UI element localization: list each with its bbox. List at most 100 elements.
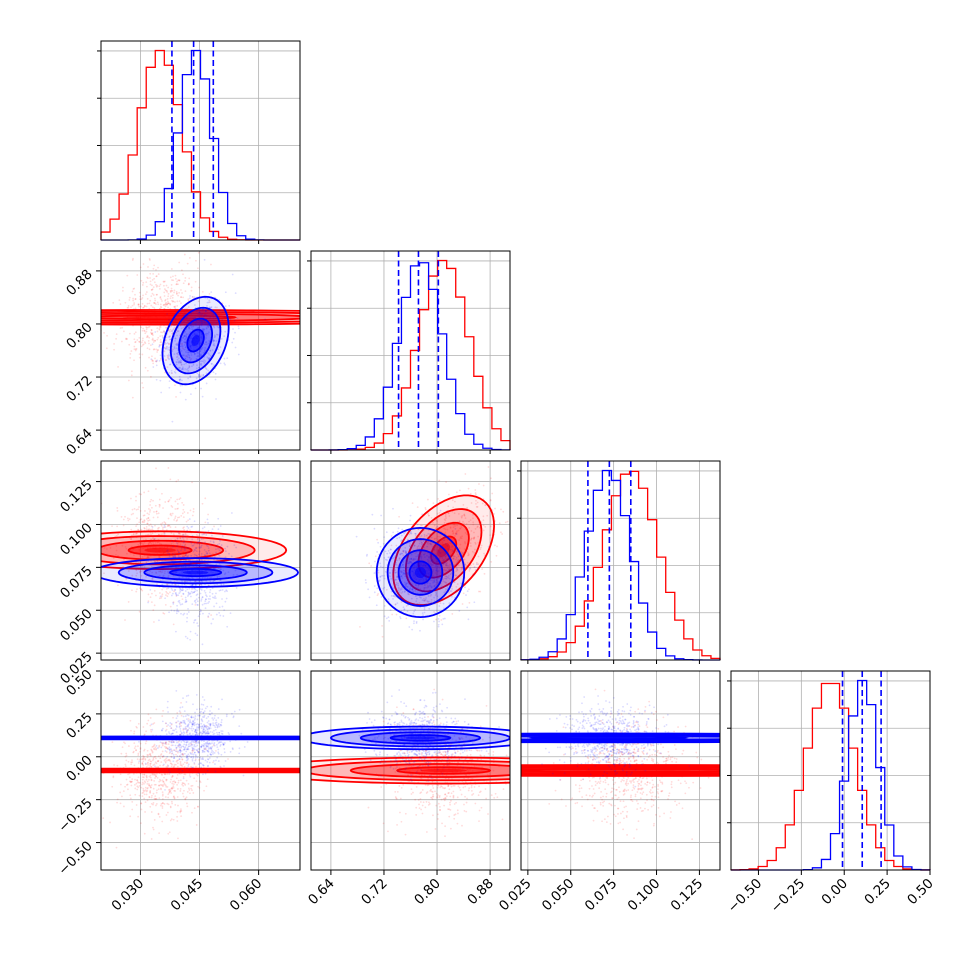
- point: [180, 289, 182, 291]
- point: [185, 731, 188, 734]
- point: [200, 545, 202, 548]
- point: [143, 305, 146, 308]
- point: [132, 297, 134, 300]
- point: [415, 620, 418, 623]
- point: [165, 759, 168, 762]
- point: [147, 600, 150, 603]
- point: [435, 592, 438, 595]
- point: [134, 341, 137, 343]
- point: [164, 299, 167, 302]
- point: [433, 580, 436, 583]
- point: [133, 730, 136, 733]
- point: [409, 519, 411, 522]
- point: [140, 802, 143, 805]
- point: [494, 507, 496, 510]
- point: [182, 296, 185, 299]
- point: [174, 571, 176, 573]
- point: [390, 548, 392, 551]
- point: [143, 773, 146, 776]
- point: [428, 600, 430, 603]
- point: [420, 589, 423, 592]
- point: [177, 550, 180, 553]
- point: [190, 323, 193, 326]
- point: [177, 750, 180, 753]
- point: [193, 352, 196, 355]
- point: [388, 571, 391, 574]
- point: [196, 729, 199, 732]
- point: [168, 524, 171, 527]
- point: [177, 781, 180, 784]
- point: [151, 338, 154, 341]
- point: [173, 562, 176, 565]
- point: [475, 493, 477, 496]
- point: [203, 789, 205, 792]
- point: [189, 720, 192, 723]
- point: [192, 756, 195, 759]
- point: [218, 606, 221, 608]
- point: [170, 268, 173, 270]
- point: [153, 773, 156, 776]
- point: [433, 579, 436, 581]
- point: [435, 609, 438, 612]
- point: [199, 360, 202, 363]
- point: [185, 520, 188, 523]
- point: [167, 500, 170, 503]
- point: [204, 748, 206, 751]
- point: [158, 784, 160, 787]
- point: [172, 741, 175, 744]
- point: [449, 542, 451, 544]
- point: [167, 587, 170, 590]
- point: [161, 300, 163, 302]
- point: [185, 335, 188, 338]
- point: [182, 326, 185, 329]
- point: [174, 307, 177, 310]
- point: [429, 563, 432, 566]
- point: [197, 313, 199, 316]
- point: [174, 763, 177, 766]
- point: [171, 332, 173, 335]
- point: [149, 755, 152, 757]
- point: [209, 349, 212, 352]
- point: [192, 364, 195, 366]
- point: [482, 524, 485, 527]
- point: [459, 536, 462, 538]
- point: [158, 327, 161, 330]
- point: [141, 589, 144, 592]
- point: [195, 594, 198, 597]
- point: [153, 511, 155, 513]
- point: [203, 359, 205, 361]
- point: [142, 306, 144, 309]
- point: [161, 334, 164, 337]
- point: [443, 561, 446, 564]
- point: [377, 571, 380, 574]
- point: [203, 315, 205, 318]
- point: [223, 362, 226, 365]
- point: [149, 570, 151, 572]
- point: [425, 574, 428, 577]
- point: [462, 551, 464, 554]
- point: [419, 524, 422, 527]
- point: [153, 744, 155, 747]
- point: [453, 512, 456, 515]
- point: [151, 333, 154, 336]
- point: [207, 357, 210, 360]
- point: [200, 745, 202, 748]
- point: [212, 371, 215, 374]
- point: [146, 787, 149, 790]
- point: [473, 566, 476, 568]
- point: [186, 616, 189, 619]
- point: [379, 579, 381, 582]
- point: [164, 570, 166, 573]
- point: [430, 586, 433, 588]
- point: [213, 605, 215, 608]
- point: [191, 758, 194, 761]
- point: [128, 332, 131, 335]
- point: [210, 531, 213, 533]
- point: [186, 512, 189, 514]
- point: [177, 283, 179, 286]
- point: [445, 564, 448, 567]
- point: [145, 305, 148, 308]
- point: [437, 586, 440, 589]
- point: [402, 551, 405, 553]
- point: [150, 288, 153, 291]
